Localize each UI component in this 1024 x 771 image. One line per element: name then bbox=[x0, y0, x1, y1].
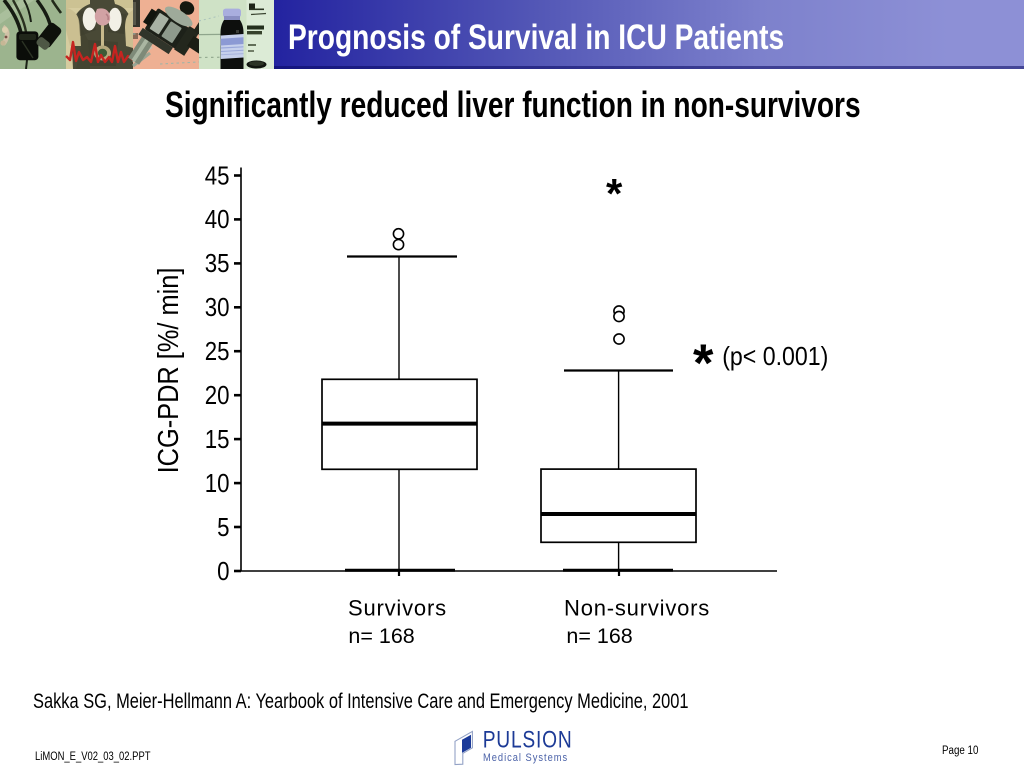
svg-text:35: 35 bbox=[205, 250, 230, 279]
svg-text:ICG-PDR [%/ min]: ICG-PDR [%/ min] bbox=[151, 268, 184, 474]
svg-text:30: 30 bbox=[205, 294, 230, 323]
svg-text:25: 25 bbox=[205, 338, 230, 367]
svg-text:15: 15 bbox=[205, 426, 230, 455]
svg-text:5: 5 bbox=[217, 513, 229, 542]
svg-text:*: * bbox=[693, 334, 714, 393]
svg-text:Non-survivors: Non-survivors bbox=[564, 595, 710, 620]
svg-text:0: 0 bbox=[217, 557, 229, 586]
svg-text:Survivors: Survivors bbox=[348, 595, 447, 620]
svg-text:PULSION: PULSION bbox=[483, 726, 573, 754]
svg-text:45: 45 bbox=[205, 162, 230, 191]
svg-text:40: 40 bbox=[205, 206, 230, 235]
svg-text:(p< 0.001): (p< 0.001) bbox=[722, 343, 828, 372]
svg-text:20: 20 bbox=[205, 382, 230, 411]
svg-text:n= 168: n= 168 bbox=[348, 624, 414, 648]
svg-text:10: 10 bbox=[205, 470, 230, 499]
svg-text:n= 168: n= 168 bbox=[566, 624, 632, 648]
svg-text:*: * bbox=[606, 170, 623, 217]
svg-text:Medical Systems: Medical Systems bbox=[483, 752, 568, 764]
